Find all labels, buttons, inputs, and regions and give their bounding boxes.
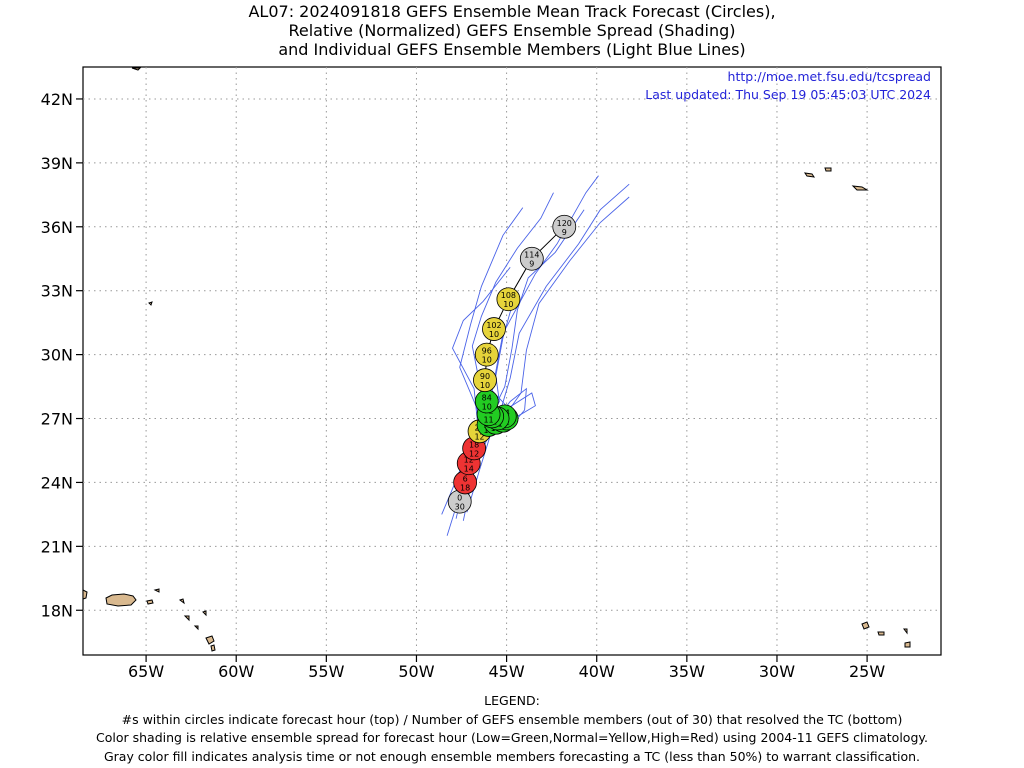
legend-line-1: #s within circles indicate forecast hour… (121, 711, 903, 727)
cape-verde-1 (861, 621, 870, 630)
legend-line-3: Gray color fill indicates analysis time … (103, 748, 921, 764)
azores-1 (803, 172, 816, 178)
legend-line-2: Color shading is relative ensemble sprea… (96, 730, 928, 745)
map-frame (82, 66, 942, 656)
forecast-hour-label: 120 (557, 219, 572, 228)
member-count-label: 10 (503, 300, 513, 309)
forecast-circle (496, 287, 521, 312)
y-tick-label-2: 24N (41, 473, 73, 492)
member-count-label: 30 (455, 503, 465, 512)
forecast-hour-label: 84 (482, 393, 492, 402)
guadeloupe (205, 635, 215, 645)
azores-2 (824, 167, 832, 172)
x-tick-label-4: 45W (488, 662, 524, 681)
y-tick-label-7: 39N (41, 154, 73, 173)
y-tick-label-4: 30N (41, 346, 73, 365)
cape-verde-4 (904, 641, 911, 648)
member-count-label: 10 (480, 381, 490, 390)
legend: LEGEND: #s within circles indicate forec… (0, 692, 1024, 766)
x-tick-label-7: 30W (759, 662, 795, 681)
x-tick-label-8: 25W (849, 662, 885, 681)
islet-e (193, 625, 199, 631)
forecast-hour-label: 18 (469, 440, 479, 449)
y-tick-label-1: 21N (41, 537, 73, 556)
member-count-label: 14 (464, 464, 474, 473)
forecast-hour-label: 114 (524, 251, 539, 260)
member-count-label: 10 (489, 330, 499, 339)
title-line-3: and Individual GEFS Ensemble Members (Li… (278, 40, 746, 59)
x-tick-label-5: 40W (579, 662, 615, 681)
forecast-circle (482, 317, 506, 341)
forecast-hour-label: 90 (480, 372, 490, 381)
chart-title: AL07: 2024091818 GEFS Ensemble Mean Trac… (0, 2, 1024, 59)
azores-3 (851, 185, 869, 191)
cape-verde-2 (877, 631, 885, 636)
cape-verde-3 (903, 628, 908, 635)
member-count-label: 10 (482, 356, 492, 365)
x-tick-label-0: 65W (128, 662, 164, 681)
x-tick-label-6: 35W (669, 662, 705, 681)
forecast-circle (474, 342, 499, 367)
islet-g (131, 67, 142, 71)
puerto-rico (105, 593, 137, 607)
x-tick-label-2: 55W (308, 662, 344, 681)
x-tick-label-1: 60W (218, 662, 254, 681)
axis-labels: 65W 60W 55W 50W 45W 40W 35W 30W 25W 18N 21N 24N 27N 3… (41, 90, 886, 681)
member-count-label: 9 (562, 228, 567, 237)
land-masses (82, 67, 911, 652)
islet-d (183, 615, 190, 622)
forecast-hour-label: 108 (501, 291, 516, 300)
member-count-label: 12 (474, 432, 484, 441)
info-url[interactable]: http://moe.met.fsu.edu/tcspread (728, 69, 931, 84)
info-updated: Last updated: Thu Sep 19 05:45:03 UTC 20… (645, 87, 931, 102)
islet-h (148, 301, 153, 306)
forecast-circle (519, 246, 544, 271)
title-line-2: Relative (Normalized) GEFS Ensemble Spre… (288, 21, 736, 40)
islet-b (153, 588, 160, 593)
forecast-hour-label: 6 (463, 474, 468, 483)
y-tick-label-6: 36N (41, 218, 73, 237)
dominica (210, 644, 216, 652)
member-count-label: 12 (469, 449, 479, 458)
forecast-circle (552, 214, 577, 239)
member-count-label: 11 (483, 415, 493, 424)
y-tick-label-5: 33N (41, 282, 73, 301)
title-line-1: AL07: 2024091818 GEFS Ensemble Mean Trac… (248, 2, 776, 21)
islet-c (178, 598, 185, 605)
forecast-hour-label: 0 (457, 494, 462, 503)
member-count-label: 9 (529, 260, 534, 269)
islet-a (146, 599, 154, 605)
y-tick-label-0: 18N (41, 601, 73, 620)
y-tick-label-8: 42N (41, 90, 73, 109)
forecast-circle (473, 368, 497, 393)
member-count-label: 18 (460, 483, 470, 492)
member-count-label: 10 (482, 402, 492, 411)
mean-track-circles: 0306181214181224123011361142114811541160… (447, 214, 577, 514)
y-tick-label-3: 27N (41, 410, 73, 429)
forecast-hour-label: 102 (486, 321, 501, 330)
islet-f (202, 610, 207, 617)
forecast-hour-label: 12 (464, 455, 474, 464)
legend-heading: LEGEND: (484, 693, 540, 708)
x-tick-label-3: 50W (398, 662, 434, 681)
forecast-hour-label: 96 (482, 347, 492, 356)
hispaniola-edge (82, 589, 88, 600)
